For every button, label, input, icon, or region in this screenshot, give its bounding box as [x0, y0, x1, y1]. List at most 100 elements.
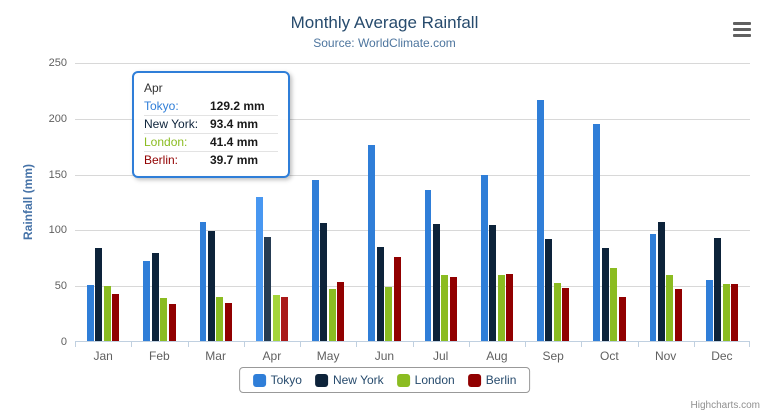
bar-london-nov[interactable]: [666, 274, 674, 341]
bar-berlin-jul[interactable]: [449, 276, 457, 341]
tokyo-swatch-icon: [252, 373, 266, 387]
tooltip-row: Tokyo: 129.2 mm: [144, 98, 278, 115]
bar-london-jul[interactable]: [441, 275, 449, 341]
x-axis-tick: [637, 342, 639, 347]
x-axis-tick-label: Jan: [93, 349, 113, 363]
new-york-swatch-icon: [314, 373, 328, 387]
legend-item-london[interactable]: London: [396, 373, 455, 387]
y-axis-tick-label: 50: [54, 280, 67, 293]
x-axis-tick: [300, 342, 301, 347]
y-gridline: [75, 230, 750, 232]
legend-item-berlin[interactable]: Berlin: [467, 373, 517, 387]
bar-new-york-may[interactable]: [320, 222, 328, 341]
bar-tokyo-mar[interactable]: [199, 222, 207, 341]
bar-london-oct[interactable]: [610, 268, 618, 341]
bar-berlin-feb[interactable]: [168, 303, 176, 341]
bar-berlin-oct[interactable]: [618, 297, 626, 341]
x-axis-tick-label: Apr: [262, 349, 282, 363]
bar-new-york-oct[interactable]: [601, 247, 609, 341]
bar-berlin-jan[interactable]: [112, 293, 120, 341]
x-axis-tick: [468, 342, 470, 347]
bar-berlin-sep[interactable]: [562, 287, 570, 341]
y-axis-tick-label: 150: [48, 168, 67, 181]
bar-london-apr[interactable]: [272, 294, 280, 341]
x-axis-tick: [75, 342, 76, 347]
legend: Tokyo New York London Berlin: [238, 367, 531, 393]
x-axis-tick: [525, 342, 526, 347]
bar-tokyo-jul[interactable]: [424, 189, 432, 341]
bar-tokyo-may[interactable]: [312, 180, 319, 341]
x-axis-tick: [749, 342, 750, 347]
y-axis-tick-label: 250: [48, 57, 67, 69]
bar-new-york-dec[interactable]: [714, 238, 722, 341]
bar-tokyo-jan[interactable]: [87, 285, 94, 341]
bar-new-york-aug[interactable]: [489, 224, 497, 341]
bar-new-york-feb[interactable]: [151, 253, 159, 341]
plot-area: [75, 63, 750, 347]
bar-new-york-mar[interactable]: [207, 231, 215, 341]
bar-london-jan[interactable]: [103, 286, 111, 341]
bar-berlin-dec[interactable]: [731, 283, 738, 341]
bar-new-york-jul[interactable]: [432, 223, 440, 341]
legend-item-new-york[interactable]: New York: [314, 373, 384, 387]
bar-berlin-may[interactable]: [337, 282, 345, 341]
bar-london-dec[interactable]: [722, 283, 730, 341]
bar-tokyo-sep[interactable]: [537, 99, 544, 341]
x-axis-tick: [412, 342, 414, 347]
legend-label: Berlin: [485, 373, 517, 387]
bar-new-york-jan[interactable]: [95, 247, 103, 341]
bar-berlin-mar[interactable]: [224, 302, 232, 341]
hamburger-bar: [733, 22, 751, 25]
tooltip-series-label: London:: [144, 135, 188, 149]
bar-london-sep[interactable]: [553, 282, 561, 341]
chart-title: Monthly Average Rainfall: [290, 13, 479, 32]
tooltip-row: Berlin: 39.7 mm: [144, 151, 278, 169]
tooltip-row: New York: 93.4 mm: [144, 115, 278, 133]
x-axis-tick-label: Mar: [205, 349, 226, 363]
bar-london-jun[interactable]: [385, 287, 393, 341]
legend-item-tokyo[interactable]: Tokyo: [252, 373, 302, 387]
bar-new-york-sep[interactable]: [545, 239, 553, 341]
hamburger-bar: [733, 28, 751, 31]
hamburger-menu-icon[interactable]: [733, 22, 751, 37]
x-axis-tick-label: Nov: [654, 349, 677, 363]
x-axis-tick: [187, 342, 189, 347]
bar-tokyo-oct[interactable]: [593, 124, 601, 341]
tooltip-series-value: 39.7 mm: [210, 153, 259, 167]
bar-tokyo-feb[interactable]: [143, 261, 151, 341]
bar-berlin-nov[interactable]: [674, 288, 682, 341]
x-axis-tick-label: Feb: [149, 349, 170, 363]
x-axis-tick-label: Jul: [432, 349, 449, 363]
legend-label: London: [414, 373, 455, 387]
x-axis-tick: [356, 342, 358, 347]
tooltip: Apr Tokyo: 129.2 mm New York: 93.4 mm Lo…: [132, 71, 290, 178]
bar-new-york-nov[interactable]: [657, 222, 665, 341]
bar-london-mar[interactable]: [216, 297, 224, 341]
hamburger-bar: [733, 34, 751, 37]
bar-berlin-aug[interactable]: [506, 273, 513, 341]
bar-london-aug[interactable]: [497, 274, 505, 341]
y-gridline: [75, 118, 750, 120]
x-axis-tick: [581, 342, 583, 347]
bar-tokyo-apr[interactable]: [255, 196, 263, 341]
london-swatch-icon: [396, 373, 410, 387]
y-gridline: [75, 63, 750, 64]
tooltip-series-label: Berlin:: [144, 153, 179, 167]
y-axis-tick-label: 100: [48, 224, 67, 237]
tooltip-series-label: Tokyo:: [144, 99, 179, 113]
x-axis-tick-label: May: [316, 349, 340, 363]
bar-new-york-jun[interactable]: [376, 246, 384, 341]
bar-berlin-jun[interactable]: [393, 256, 401, 341]
bar-london-may[interactable]: [328, 288, 336, 341]
bar-berlin-apr[interactable]: [281, 296, 288, 341]
bar-tokyo-nov[interactable]: [649, 234, 657, 341]
tooltip-series-value: 93.4 mm: [210, 117, 259, 131]
bar-tokyo-jun[interactable]: [368, 144, 376, 341]
bar-tokyo-dec[interactable]: [705, 280, 713, 341]
y-axis-tick-label: 0: [60, 336, 67, 348]
berlin-swatch-icon: [467, 373, 481, 387]
bar-new-york-apr[interactable]: [264, 236, 272, 341]
bar-tokyo-aug[interactable]: [480, 175, 488, 341]
highcharts-credits-link[interactable]: Highcharts.com: [690, 400, 760, 411]
bar-london-feb[interactable]: [160, 297, 168, 341]
